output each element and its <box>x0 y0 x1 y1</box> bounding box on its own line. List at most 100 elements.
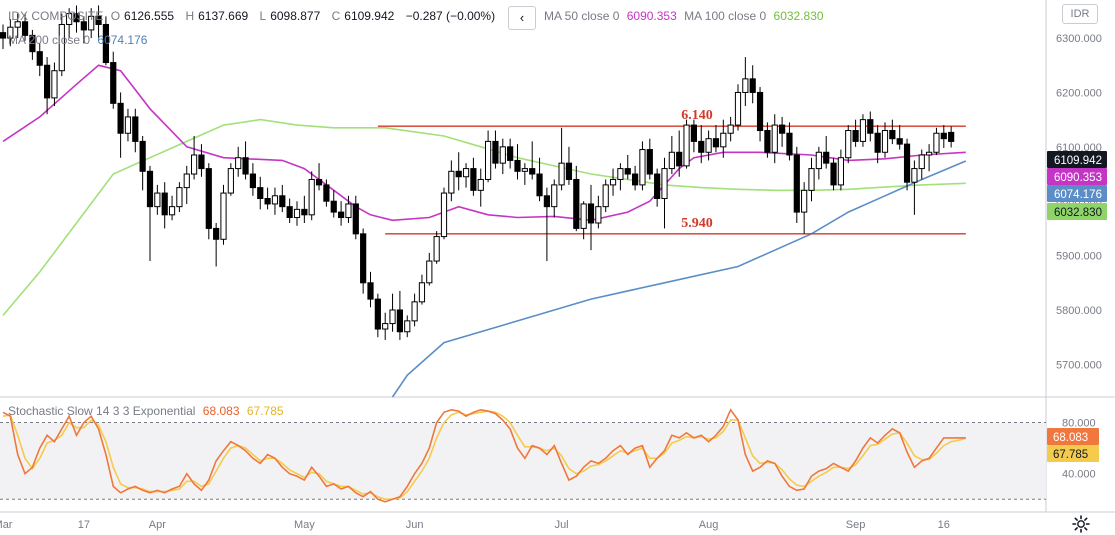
candle-body <box>859 119 867 142</box>
ohlc-legend: IDX COMPOSITE O 6126.555 H 6137.669 L 6098.… <box>8 9 499 23</box>
ma200-label[interactable]: MA 200 close 0 <box>8 33 91 47</box>
last-price-tag <box>1047 203 1107 220</box>
low-label: L <box>259 9 267 23</box>
candle-body <box>558 162 565 186</box>
x-tick-label: Jun <box>406 519 424 531</box>
candle-body <box>580 203 587 229</box>
open-label: O <box>110 9 121 23</box>
candle-body <box>911 168 918 183</box>
candle-body <box>683 124 690 167</box>
candle-body <box>470 168 477 191</box>
candle-body <box>124 116 132 134</box>
candle-body <box>271 195 279 205</box>
candle-body <box>0 32 7 39</box>
candle-body <box>536 173 543 197</box>
candle-body <box>521 168 528 172</box>
x-tick-label: 16 <box>938 519 950 531</box>
change-value: −0.287 (−0.00%) <box>405 9 496 23</box>
candle-body <box>808 168 815 191</box>
y-tick-label: 6100.000 <box>1056 142 1102 154</box>
stochastic-label[interactable]: Stochastic Slow 14 3 3 Exponential <box>8 404 196 418</box>
stochastic-pane[interactable] <box>0 408 1046 503</box>
gear-icon[interactable] <box>1071 514 1091 534</box>
candle-body <box>418 282 426 303</box>
candle-body <box>874 132 881 153</box>
collapse-legend-button[interactable]: ‹ <box>508 6 536 30</box>
candle-body <box>396 309 403 333</box>
candle-body <box>367 282 374 300</box>
ma50-value: 6090.353 <box>626 9 677 23</box>
candle-body <box>514 159 521 172</box>
candle-body <box>639 149 646 186</box>
axes: 5700.0005800.0005900.0006000.0006100.000… <box>0 33 1107 531</box>
candle-body <box>705 138 712 153</box>
candle-body <box>433 236 440 262</box>
stochastic-d-value: 67.785 <box>246 404 284 418</box>
last-price-tag <box>1047 185 1107 202</box>
candle-body <box>676 151 683 167</box>
candle-body <box>742 78 749 93</box>
candle-body <box>279 195 286 208</box>
candle-body <box>117 102 124 134</box>
candle-body <box>360 233 367 284</box>
candle-body <box>242 157 249 175</box>
candle-body <box>587 203 595 224</box>
candle-body <box>411 301 418 322</box>
candle-body <box>940 132 947 140</box>
candle-body <box>66 13 73 25</box>
candle-body <box>168 206 176 216</box>
candle-body <box>213 227 220 240</box>
y-tick-label: 6200.000 <box>1056 87 1102 99</box>
ma200-line <box>391 160 967 398</box>
x-tick-label: Jul <box>555 519 569 531</box>
candle-body <box>455 170 462 178</box>
candle-body <box>286 206 293 219</box>
candle-body <box>257 187 264 200</box>
candle-body <box>654 173 661 200</box>
candle-body <box>88 15 95 31</box>
candle-body <box>14 21 21 28</box>
candle-body <box>374 298 381 330</box>
candle-body <box>727 124 734 134</box>
y-tick-label: 5800.000 <box>1056 305 1102 317</box>
price-pane[interactable]: 6.140 5.940 <box>0 5 967 398</box>
candle-body <box>602 184 609 208</box>
ma-legend: MA 50 close 0 6090.353 MA 100 close 0 60… <box>544 9 828 23</box>
candle-body <box>264 198 271 205</box>
candle-body <box>903 143 911 183</box>
candle-body <box>95 15 102 25</box>
symbol-name[interactable]: IDX COMPOSITE <box>8 9 104 23</box>
candle-body <box>551 184 558 208</box>
ma200-value: 6074.176 <box>97 33 148 47</box>
ma100-label[interactable]: MA 100 close 0 <box>684 9 767 23</box>
candle-body <box>404 320 411 333</box>
candle-body <box>345 203 352 219</box>
candle-body <box>712 138 720 148</box>
candle-body <box>617 168 624 180</box>
x-tick-label: Sep <box>846 519 866 531</box>
candle-body <box>771 124 778 153</box>
x-tick-label: 17 <box>78 519 90 531</box>
candle-body <box>352 203 359 235</box>
candle-body <box>315 178 323 186</box>
candle-body <box>73 13 80 23</box>
candle-body <box>896 138 903 145</box>
candle-body <box>779 124 786 134</box>
candle-body <box>609 178 617 186</box>
candle-body <box>881 130 889 153</box>
ma100-value: 6032.830 <box>773 9 824 23</box>
candle-body <box>58 23 65 72</box>
candle-body <box>801 189 808 213</box>
candle-body <box>918 154 925 170</box>
ma50-label[interactable]: MA 50 close 0 <box>544 9 620 23</box>
y-tick-label: 6300.000 <box>1056 33 1102 45</box>
candle-body <box>176 187 183 208</box>
stochastic-k-value: 68.083 <box>202 404 240 418</box>
candle-body <box>29 34 36 53</box>
stochastic-y-tick-label: 40.000 <box>1062 469 1096 481</box>
last-price-label: 6109.942 <box>1054 155 1102 167</box>
currency-button[interactable]: IDR <box>1062 4 1098 24</box>
ma200-legend: MA 200 close 0 6074.176 <box>8 33 151 47</box>
candle-body <box>440 192 448 238</box>
